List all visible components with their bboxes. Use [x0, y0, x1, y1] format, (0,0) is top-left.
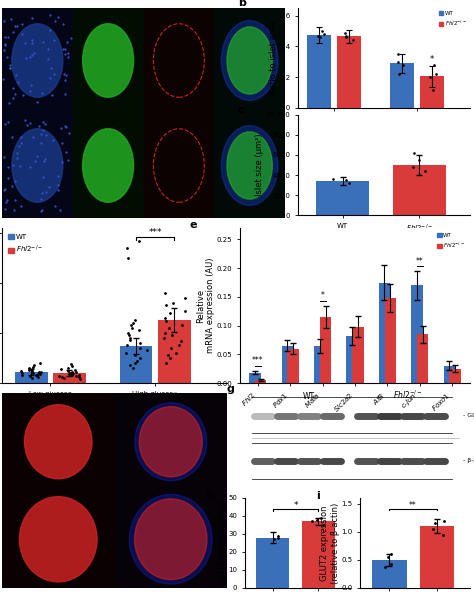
Bar: [372, 560, 407, 588]
Bar: [316, 181, 369, 215]
Bar: [15, 372, 47, 383]
Text: Insulin: Insulin: [98, 3, 118, 8]
Ellipse shape: [135, 499, 207, 579]
Text: **: **: [416, 257, 424, 266]
Bar: [314, 346, 325, 383]
Text: GLUT2: GLUT2: [47, 387, 70, 393]
Ellipse shape: [25, 404, 92, 479]
Y-axis label: Islet size (μm²): Islet size (μm²): [255, 133, 264, 196]
Text: e: e: [190, 220, 197, 230]
Text: **: **: [409, 500, 417, 509]
Ellipse shape: [139, 407, 202, 477]
Bar: [449, 369, 461, 383]
Text: DAPI: DAPI: [30, 3, 45, 8]
Text: Glucagon: Glucagon: [164, 3, 194, 8]
Text: *: *: [430, 55, 434, 64]
Text: h: h: [205, 491, 213, 501]
Bar: [115, 490, 227, 588]
Ellipse shape: [19, 497, 97, 582]
Ellipse shape: [12, 24, 63, 97]
Text: Merge: Merge: [160, 387, 182, 393]
Bar: [2, 490, 115, 588]
Bar: [287, 349, 299, 383]
Bar: [256, 538, 290, 588]
Legend: WT, $Fhl2^{-/-}$: WT, $Fhl2^{-/-}$: [438, 11, 467, 29]
Bar: [384, 298, 396, 383]
Bar: [419, 526, 454, 588]
Legend: WT, $Fhl2^{-/-}$: WT, $Fhl2^{-/-}$: [435, 231, 467, 252]
Ellipse shape: [129, 495, 212, 584]
Bar: [115, 393, 227, 490]
Ellipse shape: [12, 129, 63, 202]
Ellipse shape: [221, 21, 278, 100]
Bar: [2, 393, 115, 490]
Bar: [393, 165, 446, 215]
Text: *: *: [321, 291, 325, 300]
Text: Merge: Merge: [240, 3, 259, 8]
Bar: [420, 76, 444, 108]
Bar: [158, 320, 191, 383]
Text: *: *: [293, 501, 298, 510]
Bar: [337, 36, 361, 108]
Ellipse shape: [135, 403, 207, 481]
Text: ***: ***: [252, 356, 264, 365]
Bar: [282, 346, 293, 383]
Text: b: b: [238, 0, 246, 8]
Ellipse shape: [221, 126, 278, 205]
Y-axis label: Relative
mRNA expression (AU): Relative mRNA expression (AU): [196, 258, 215, 353]
Text: g: g: [226, 384, 234, 394]
Text: ***: ***: [148, 228, 162, 237]
Bar: [53, 373, 86, 383]
Text: c: c: [238, 105, 245, 115]
Bar: [346, 336, 358, 383]
Bar: [320, 317, 331, 383]
Bar: [249, 372, 261, 383]
Y-axis label: Ratio to islet area: Ratio to islet area: [269, 21, 278, 95]
Text: i: i: [316, 491, 320, 501]
Y-axis label: GLUT2 intensity (AU): GLUT2 intensity (AU): [218, 499, 227, 586]
Ellipse shape: [82, 24, 134, 97]
Bar: [411, 285, 422, 383]
Bar: [417, 334, 428, 383]
Ellipse shape: [227, 132, 272, 199]
Bar: [119, 346, 152, 383]
Ellipse shape: [227, 27, 272, 94]
Text: - β-Actin: - β-Actin: [463, 458, 474, 463]
Bar: [390, 63, 414, 108]
Bar: [352, 327, 364, 383]
Bar: [255, 380, 266, 383]
Bar: [302, 521, 335, 588]
Bar: [307, 35, 331, 108]
Bar: [444, 366, 455, 383]
Ellipse shape: [82, 129, 134, 202]
Y-axis label: GLUT2 expression
(relative to β-actin): GLUT2 expression (relative to β-actin): [320, 502, 340, 584]
Text: $Fhl2^{-/-}$: $Fhl2^{-/-}$: [393, 389, 423, 401]
Text: - GLUT2: - GLUT2: [463, 413, 474, 418]
Legend: WT, $Fhl2^{-/-}$: WT, $Fhl2^{-/-}$: [6, 231, 46, 258]
Bar: [379, 282, 390, 383]
Text: WT: WT: [303, 393, 315, 401]
